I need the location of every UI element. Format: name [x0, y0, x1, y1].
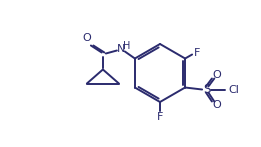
Text: Cl: Cl — [229, 85, 240, 95]
Text: H: H — [123, 41, 130, 51]
Text: O: O — [213, 101, 222, 111]
Text: O: O — [82, 32, 91, 42]
Text: N: N — [117, 44, 125, 54]
Text: S: S — [203, 83, 211, 96]
Text: O: O — [213, 70, 222, 80]
Text: F: F — [194, 47, 200, 57]
Text: F: F — [157, 112, 163, 122]
